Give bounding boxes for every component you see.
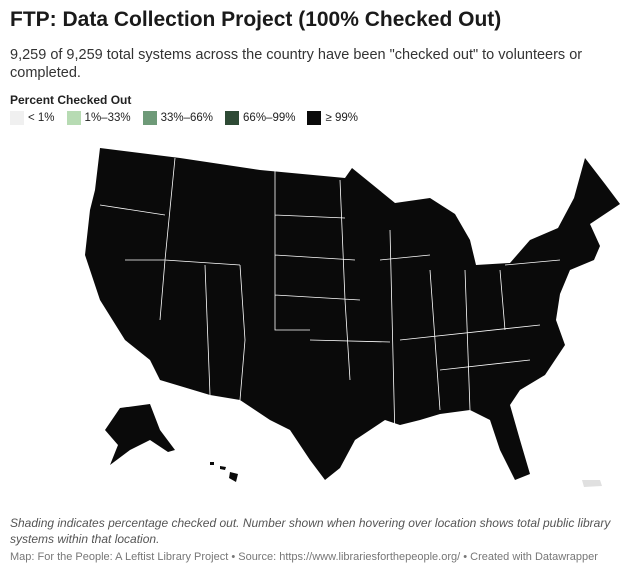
legend-item: 33%–66% [142,111,214,125]
legend-label: 33%–66% [160,112,214,124]
subtitle: 9,259 of 9,259 total systems across the … [10,47,583,81]
state-borders [99,157,561,441]
legend-title: Percent Checked Out [10,93,132,107]
notes: Shading indicates percentage checked out… [10,516,611,546]
legend-swatch [10,111,24,125]
legend-item: 1%–33% [66,111,131,125]
legend-label: 66%–99% [243,112,296,124]
title: FTP: Data Collection Project (100% Check… [10,8,502,31]
contiguous-states[interactable] [85,148,620,480]
legend-swatch [225,111,240,125]
source: Map: For the People: A Leftist Library P… [10,551,598,563]
puerto-rico[interactable] [582,480,602,487]
legend-label: ≥ 99% [325,112,358,124]
legend-swatch [307,111,322,125]
legend-item: < 1% [10,111,55,125]
legend-item: ≥ 99% [307,111,358,125]
legend-swatch [142,111,157,125]
legend-label: < 1% [28,112,55,124]
hawaii[interactable] [210,462,238,482]
legend-swatch [66,111,81,125]
legend-label: 1%–33% [84,112,131,124]
alaska[interactable] [105,404,175,465]
legend: < 1% 1%–33% 33%–66% 66%–99% ≥ 99% [10,111,358,125]
legend-item: 66%–99% [225,111,295,125]
map [85,148,620,487]
